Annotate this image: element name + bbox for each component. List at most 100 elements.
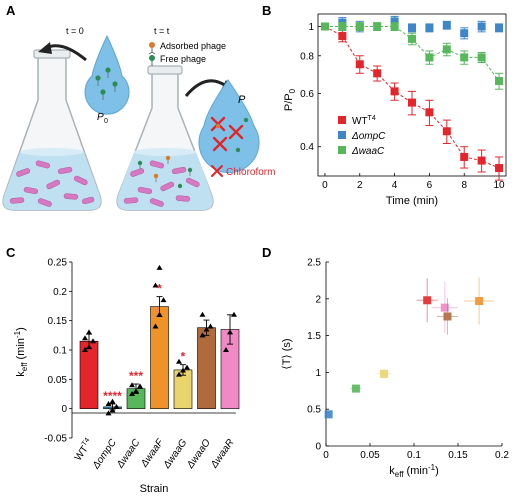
x-tick-label: 0.05 xyxy=(360,450,380,461)
flask-left xyxy=(2,49,102,211)
panel-a-label: A xyxy=(6,3,16,18)
panel-c-ylabel: keff (min-1) xyxy=(13,327,29,377)
data-point xyxy=(423,296,432,305)
replicate-point xyxy=(176,371,182,377)
bar xyxy=(197,327,216,409)
free-phage-legend: Free phage xyxy=(160,54,206,64)
legend-label-waac: ΔwaaC xyxy=(351,146,385,157)
phages-in-flask xyxy=(139,160,191,182)
data-point xyxy=(477,53,486,62)
x-tick-label: 4 xyxy=(392,180,398,191)
panel-b-xlabel: Time (min) xyxy=(386,195,438,207)
replicate-point xyxy=(113,403,120,409)
category-label: ΔwaaO xyxy=(185,437,214,471)
data-point xyxy=(338,32,347,41)
replicate-point xyxy=(160,297,167,303)
data-point xyxy=(408,98,416,107)
replicate-point xyxy=(207,323,214,329)
x-tick-label: 0.2 xyxy=(495,450,509,461)
replicate-point xyxy=(105,400,112,406)
y-tick-label: -0.05 xyxy=(44,434,67,445)
y-tick-label: 1.5 xyxy=(307,331,321,342)
y-tick-label: 0 xyxy=(61,404,67,415)
data-point xyxy=(390,17,399,26)
point-group-1 xyxy=(350,384,362,393)
panel-a: A t = 0 t = t Adsorbed phage Free phage xyxy=(2,3,275,211)
data-point xyxy=(460,152,469,161)
replicate-point xyxy=(109,398,116,404)
y-tick-label: 0.05 xyxy=(48,375,68,386)
data-point xyxy=(442,21,451,30)
x-tick-label: 6 xyxy=(427,180,433,191)
drop-p0: P 0 xyxy=(84,34,130,125)
data-point xyxy=(373,22,382,31)
series-2 xyxy=(320,22,504,90)
flask-right xyxy=(116,65,214,211)
series-0 xyxy=(320,22,504,181)
panel-d-ticks: 0 0.05 0.1 0.15 0.2 0 0.5 1 1.5 2 2.5 xyxy=(307,258,509,462)
drop-p: P xyxy=(198,79,260,174)
adsorbed-phage-legend: Adsorbed phage xyxy=(160,41,226,51)
replicate-point xyxy=(203,326,210,332)
replicate-point xyxy=(129,391,135,396)
data-point xyxy=(475,297,484,306)
y-tick-label: 2 xyxy=(315,294,321,305)
panel-c-xlabel: Strain xyxy=(140,483,169,495)
y-tick-label: 0.8 xyxy=(300,51,314,62)
category-label: ΔwaaR xyxy=(208,437,236,471)
replicate-point xyxy=(184,364,190,370)
data-point xyxy=(355,22,364,31)
replicate-point xyxy=(156,264,163,270)
panel-b-series xyxy=(320,15,504,181)
replicate-point xyxy=(82,347,88,352)
svg-text:P/P0: P/P0 xyxy=(283,88,297,111)
data-point xyxy=(338,22,347,31)
data-point xyxy=(477,22,486,31)
significance-marker: * xyxy=(157,282,162,296)
replicate-point xyxy=(227,329,233,335)
replicate-point xyxy=(180,367,186,373)
y-tick-label: 0 xyxy=(315,442,321,453)
panel-b: B 0 2 4 6 8 10 0.4 0.6 0.8 1 P/P0 Time (min) WTT4… xyxy=(262,3,507,207)
data-point xyxy=(355,60,364,69)
legend-label-ompc: ΔompC xyxy=(351,131,386,142)
x-tick-label: 0 xyxy=(323,450,329,461)
replicate-point xyxy=(105,410,112,416)
point-group-4 xyxy=(431,281,458,334)
series-line xyxy=(324,26,500,169)
point-group-2 xyxy=(377,368,392,380)
replicate-point xyxy=(133,388,139,394)
tt-label: t = t xyxy=(154,26,170,36)
y-tick-label: 0.15 xyxy=(48,316,68,327)
replicate-point xyxy=(176,358,182,364)
bar-group-0: WTT4 xyxy=(73,329,99,463)
point-group-5 xyxy=(436,298,458,335)
data-point xyxy=(390,22,399,31)
significance-marker: * xyxy=(181,350,186,364)
replicate-point xyxy=(199,332,206,338)
data-point xyxy=(380,369,389,378)
data-point xyxy=(443,312,452,321)
y-tick-label: 2.5 xyxy=(307,258,321,269)
panel-b-label: B xyxy=(262,3,271,18)
data-point xyxy=(425,23,434,32)
bar-group-2: *** ΔwaaC xyxy=(114,369,146,471)
data-point xyxy=(408,23,416,32)
p0-label: P xyxy=(97,112,104,123)
y-tick-label: 0.1 xyxy=(53,346,67,357)
replicate-point xyxy=(199,311,206,317)
panel-d: D 0 0.05 0.1 0.15 0.2 0 0.5 1 1.5 2 2.5 ⟨T⟩ (s) ke… xyxy=(262,245,509,479)
p0-subscript: 0 xyxy=(104,118,108,125)
y-tick-label: 1 xyxy=(315,368,321,379)
replicate-point xyxy=(152,323,159,329)
x-tick-label: 0.15 xyxy=(448,450,468,461)
data-point xyxy=(460,53,469,62)
data-point xyxy=(408,34,416,43)
p-label: P xyxy=(238,94,246,106)
data-point xyxy=(351,384,360,393)
arrow-out-of-flask xyxy=(184,79,227,97)
data-point xyxy=(477,156,486,165)
replicate-point xyxy=(152,282,159,288)
y-tick-label: 0.2 xyxy=(53,287,67,298)
